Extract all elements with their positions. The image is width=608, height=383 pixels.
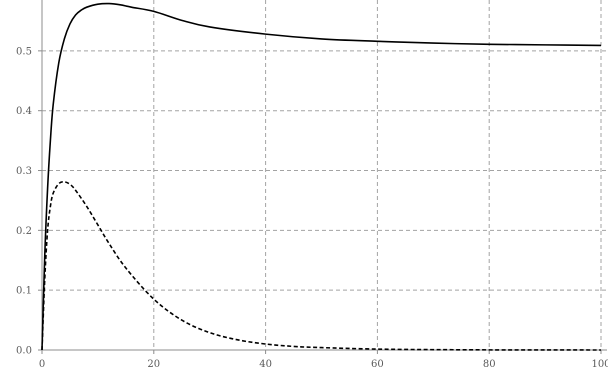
axes xyxy=(38,0,607,354)
x-tick-label: 40 xyxy=(259,359,272,370)
y-tick-label: 0.1 xyxy=(16,286,32,297)
solid-series-line xyxy=(41,2,602,351)
y-tick-label: 0.5 xyxy=(16,46,32,57)
tick-labels: 0 20 40 60 80 100 0.0 0.1 0.2 0.3 0.4 0.5 xyxy=(16,46,608,370)
x-tick-label: 100 xyxy=(591,359,608,370)
x-tick-label: 60 xyxy=(371,359,384,370)
y-tick-label: 0.4 xyxy=(16,106,32,117)
grid xyxy=(42,0,608,351)
series-layer xyxy=(41,2,602,351)
y-tick-label: 0.2 xyxy=(16,226,32,237)
x-tick-label: 80 xyxy=(483,359,496,370)
x-tick-label: 20 xyxy=(147,359,160,370)
dashed-series-line xyxy=(41,181,602,351)
y-tick-label: 0.3 xyxy=(16,166,32,177)
x-tick-label: 0 xyxy=(39,359,45,370)
y-tick-label: 0.0 xyxy=(16,346,32,357)
